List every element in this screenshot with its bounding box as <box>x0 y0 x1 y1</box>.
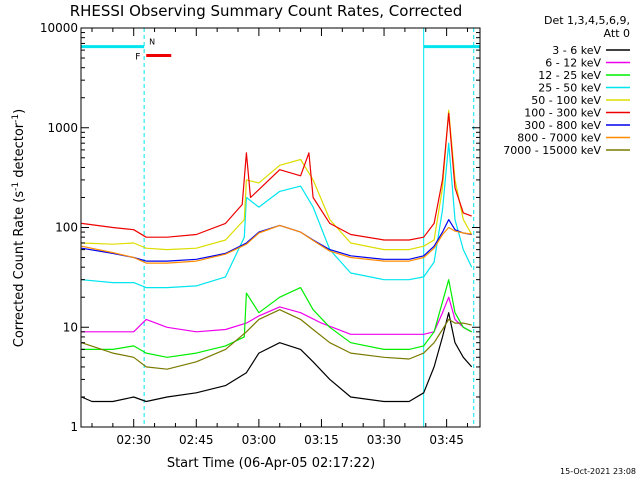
legend-label-8: 7000 - 15000 keV <box>503 144 601 157</box>
series-line-4 <box>81 109 473 251</box>
series-line-3 <box>81 142 473 289</box>
series-line-0 <box>81 312 473 403</box>
y-tick-label-4: 10000 <box>40 21 78 35</box>
x-tick-label-0: 02:30 <box>116 433 151 447</box>
legend-label-1: 6 - 12 keV <box>545 57 601 70</box>
legend-header-detectors: Det 1,3,4,5,6,9, <box>544 14 630 27</box>
legend-label-3: 25 - 50 keV <box>538 82 601 95</box>
y-axis-label-exponent: -1 <box>11 182 21 191</box>
x-tick-label-4: 03:30 <box>367 433 402 447</box>
legend-label-6: 300 - 800 keV <box>524 119 601 132</box>
legend-label-0: 3 - 6 keV <box>552 44 601 57</box>
y-axis-label-unit: detector <box>12 122 27 182</box>
y-axis-label-main: Corrected Count Rate (s <box>12 191 27 348</box>
y-tick-label-2: 100 <box>55 221 78 235</box>
series-line-5 <box>81 112 472 241</box>
x-tick-label-2: 03:00 <box>242 433 277 447</box>
y-axis-label-unit-exponent: -1 <box>11 114 21 123</box>
x-axis: 02:30 02:45 03:00 03:15 03:30 03:45 <box>91 28 468 447</box>
y-tick-label-3: 1000 <box>47 121 78 135</box>
plot-area: NF <box>80 28 480 427</box>
legend-label-4: 50 - 100 keV <box>531 94 601 107</box>
series-line-2 <box>81 279 472 358</box>
x-tick-label-3: 03:15 <box>304 433 339 447</box>
x-axis-label: Start Time (06-Apr-05 02:17:22) <box>167 456 375 471</box>
flag-label-night: N <box>149 38 155 47</box>
y-axis-label-close: ) <box>12 109 27 114</box>
flag-label-flare: F <box>135 53 140 63</box>
legend-label-7: 800 - 7000 keV <box>517 132 601 145</box>
series-line-6 <box>81 219 472 262</box>
y-tick-label-0: 1 <box>70 420 78 434</box>
plot-frame <box>80 27 481 428</box>
legend-label-2: 12 - 25 keV <box>538 69 601 82</box>
x-tick-label-5: 03:45 <box>429 433 464 447</box>
generation-timestamp: 15-Oct-2021 23:08 <box>560 467 636 476</box>
series-line-7 <box>81 224 472 264</box>
y-axis-label: Corrected Count Rate (s-1 detector-1) <box>11 109 27 347</box>
chart-title: RHESSI Observing Summary Count Rates, Co… <box>70 2 463 20</box>
series-line-8 <box>81 309 472 370</box>
legend-label-5: 100 - 300 keV <box>524 107 601 120</box>
y-axis: 1 10 100 1000 10000 <box>40 21 480 434</box>
series-line-1 <box>81 296 472 335</box>
x-tick-label-1: 02:45 <box>179 433 214 447</box>
y-tick-label-1: 10 <box>63 320 78 334</box>
legend-header-attenuator: Att 0 <box>604 27 630 40</box>
